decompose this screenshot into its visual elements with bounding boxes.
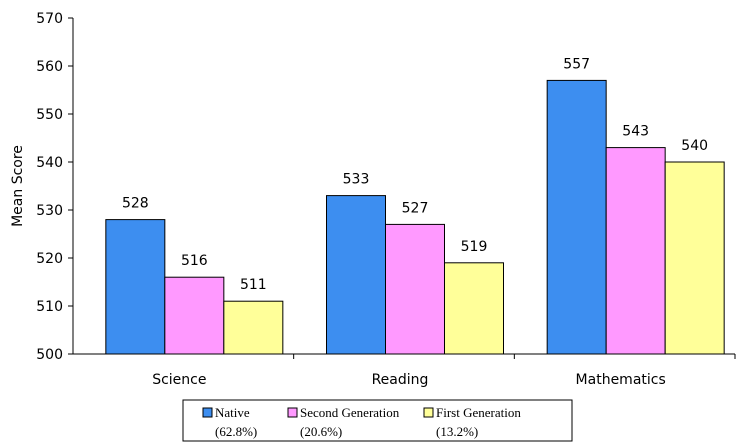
- bar: [326, 195, 386, 355]
- y-axis-label: Mean Score: [10, 145, 26, 227]
- legend-entry-share: (20.6%): [300, 424, 342, 439]
- y-tick-label: 500: [36, 347, 63, 363]
- y-tick-label: 550: [36, 107, 63, 123]
- legend-entry-label: Native: [215, 405, 250, 420]
- y-tick-label: 530: [36, 203, 63, 219]
- data-label: 516: [181, 253, 208, 269]
- bar: [385, 223, 445, 355]
- data-label: 533: [343, 172, 370, 188]
- x-category-label: Reading: [372, 372, 429, 388]
- bar: [164, 276, 225, 355]
- bar: [605, 147, 666, 355]
- data-label: 511: [240, 277, 267, 293]
- legend-entry-share: (62.8%): [215, 424, 257, 439]
- bar: [664, 161, 725, 355]
- bar: [223, 300, 284, 355]
- legend-entry-label: First Generation: [436, 405, 521, 420]
- x-category-label: Science: [152, 372, 206, 388]
- y-tick-label: 520: [36, 251, 63, 267]
- legend-entry-label: Second Generation: [300, 405, 400, 420]
- data-label: 557: [563, 56, 590, 72]
- bar: [444, 262, 504, 355]
- legend-box: [182, 399, 573, 442]
- data-label: 527: [402, 200, 429, 216]
- data-label: 519: [461, 239, 488, 255]
- legend-swatch: [423, 407, 434, 418]
- data-labels-group: 528 516 511 533 527 519 557 543 540: [122, 56, 708, 293]
- bar: [105, 219, 166, 355]
- y-axis-ticks: 500 510 520 530 540 550 560 570: [36, 11, 73, 363]
- y-tick-label: 540: [36, 155, 63, 171]
- x-category-label: Mathematics: [576, 372, 666, 388]
- legend-swatch: [287, 407, 298, 418]
- x-axis-categories: Science Reading Mathematics: [152, 354, 736, 388]
- data-label: 528: [122, 196, 149, 212]
- y-tick-label: 510: [36, 299, 63, 315]
- data-label: 540: [681, 138, 708, 154]
- bars-group: [105, 79, 725, 355]
- y-tick-label: 560: [36, 59, 63, 75]
- legend-swatch: [202, 407, 213, 418]
- data-label: 543: [622, 124, 649, 140]
- y-tick-label: 570: [36, 11, 63, 27]
- legend-entry-share: (13.2%): [436, 424, 478, 439]
- legend: Native (62.8%) Second Generation (20.6%) Fir…: [182, 399, 573, 442]
- bar: [546, 79, 607, 355]
